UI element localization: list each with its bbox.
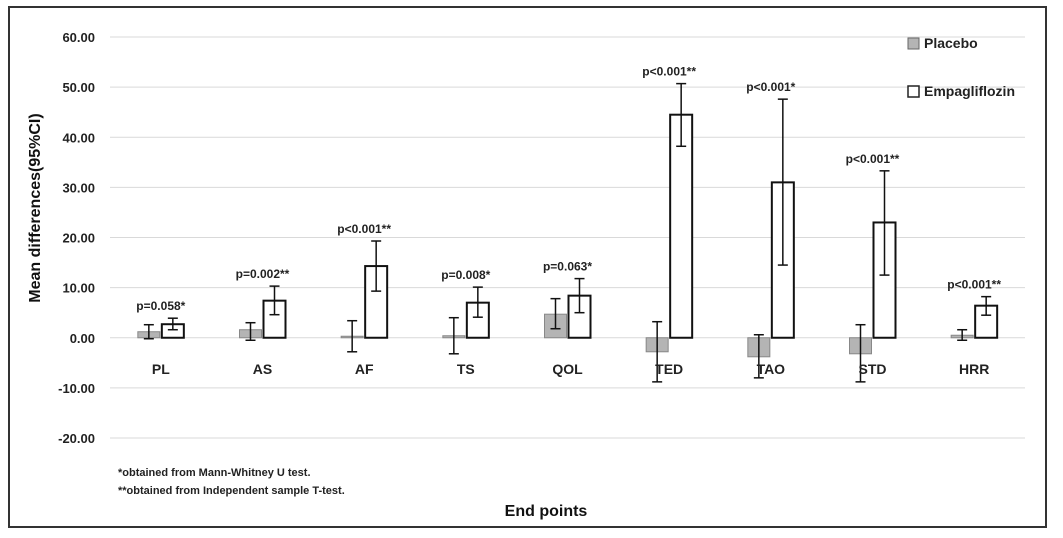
errorbar-placebo-as [245, 321, 256, 342]
y-tick-label: -10.00 [58, 381, 95, 396]
category-label-std: STD [859, 361, 887, 377]
p-value-ts: p=0.008* [441, 268, 490, 282]
errorbar-empagliflozin-std [879, 170, 890, 276]
p-value-tao: p<0.001* [746, 80, 795, 94]
errorbar-empagliflozin-tao [777, 98, 788, 266]
category-label-ted: TED [655, 361, 683, 377]
x-axis-categories: PL AS AF TS QOL TED TAO STD HRR [152, 361, 989, 377]
p-value-pl: p=0.058* [136, 299, 185, 313]
category-label-pl: PL [152, 361, 170, 377]
chart-frame: 60.00 50.00 40.00 30.00 20.00 10.00 0.00 -10.00… [8, 6, 1047, 528]
y-tick-label: 50.00 [62, 80, 95, 95]
y-tick-label: 30.00 [62, 180, 95, 195]
footnote-t-test: **obtained from Independent sample T-tes… [118, 485, 345, 497]
legend: Placebo Empagliflozin [907, 35, 1015, 99]
errorbar-empagliflozin-ted [676, 82, 687, 148]
legend-label-placebo: Placebo [924, 35, 978, 51]
p-value-hrr: p<0.001** [947, 278, 1001, 292]
footnotes: *obtained from Mann-Whitney U test. **ob… [118, 467, 345, 497]
p-value-std: p<0.001** [846, 152, 900, 166]
category-label-hrr: HRR [959, 361, 989, 377]
y-tick-label: 10.00 [62, 281, 95, 296]
footnote-mann-whitney: *obtained from Mann-Whitney U test. [118, 467, 311, 479]
category-label-af: AF [355, 361, 374, 377]
y-axis-ticks: 60.00 50.00 40.00 30.00 20.00 10.00 0.00 -10.00… [58, 30, 95, 446]
p-value-ted: p<0.001** [642, 65, 696, 79]
errorbar-placebo-af [347, 319, 358, 353]
significance-annotations: p=0.058* p=0.002** p<0.001** p=0.008* p=0.06… [136, 65, 1001, 314]
p-value-as: p=0.002** [236, 267, 290, 281]
errorbar-placebo-qol [550, 297, 561, 330]
p-value-qol: p=0.063* [543, 260, 592, 274]
y-tick-label: 0.00 [70, 331, 95, 346]
error-bars [143, 82, 992, 383]
errorbar-placebo-tao [753, 333, 764, 379]
y-axis-title: Mean differences(95%CI) [27, 113, 44, 302]
legend-swatch-placebo [907, 37, 920, 50]
errorbar-empagliflozin-af [371, 240, 382, 292]
errorbar-empagliflozin-hrr [981, 295, 992, 316]
bar-chart: 60.00 50.00 40.00 30.00 20.00 10.00 0.00 -10.00… [27, 30, 1025, 520]
y-tick-label: 20.00 [62, 231, 95, 246]
category-label-qol: QOL [552, 361, 583, 377]
p-value-af: p<0.001** [337, 222, 391, 236]
category-label-ts: TS [457, 361, 475, 377]
y-tick-label: 40.00 [62, 130, 95, 145]
errorbar-placebo-std [855, 323, 866, 383]
errorbar-placebo-ts [448, 316, 459, 355]
errorbar-placebo-pl [143, 323, 154, 340]
errorbar-empagliflozin-qol [574, 277, 585, 314]
category-label-tao: TAO [757, 361, 786, 377]
x-axis-title: End points [505, 503, 588, 520]
y-tick-label: 60.00 [62, 30, 95, 45]
errorbar-empagliflozin-as [269, 285, 280, 316]
bar-empagliflozin-ted [669, 113, 694, 339]
errorbar-empagliflozin-pl [167, 317, 178, 331]
legend-swatch-empagliflozin [907, 85, 920, 98]
legend-label-empagliflozin: Empagliflozin [924, 83, 1015, 99]
errorbar-placebo-ted [652, 320, 663, 383]
category-label-as: AS [253, 361, 272, 377]
y-tick-label: -20.00 [58, 431, 95, 446]
errorbar-placebo-hrr [957, 328, 968, 342]
errorbar-empagliflozin-ts [472, 286, 483, 318]
